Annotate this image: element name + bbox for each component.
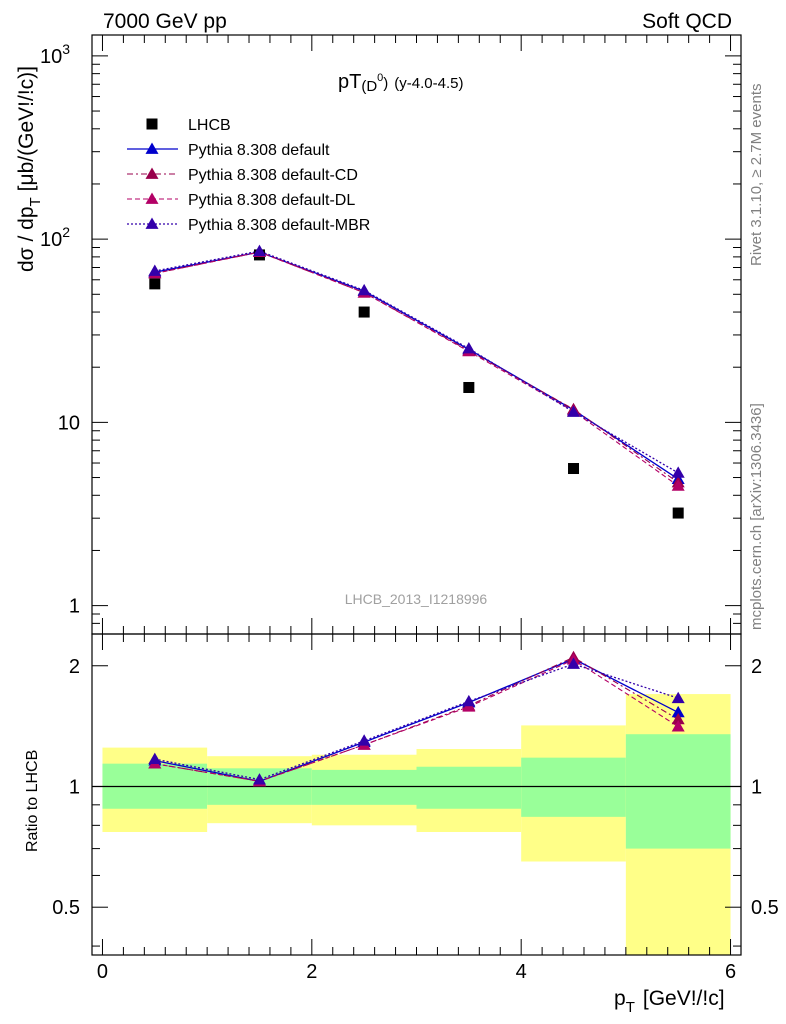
main-point-data	[672, 507, 684, 519]
legend-label-dl: Pythia 8.308 default-DL	[188, 192, 355, 209]
main-ylabel: dσ / dpT [μb/(GeV!/!c)]	[15, 66, 44, 272]
ratio-point-mbr	[252, 773, 266, 785]
ratio-xlabel: pT [GeV!/!c]	[614, 987, 725, 1016]
main-ylabel-text: dσ / dp	[15, 206, 38, 272]
main-point-mbr	[357, 283, 371, 296]
ratio-xtick-label: 2	[306, 961, 317, 983]
ratio-ytick-label-left: 0.5	[52, 897, 80, 919]
main-point-data	[463, 381, 475, 393]
main-series-line-dl	[154, 251, 679, 487]
legend-label-mbr: Pythia 8.308 default-MBR	[188, 217, 370, 234]
ratio-series-line-mbr	[154, 663, 679, 781]
main-marks	[148, 244, 685, 519]
legend-label-data: LHCB	[188, 117, 231, 134]
ratio-point-mbr	[671, 691, 685, 704]
ratio-band-inner	[521, 757, 626, 817]
main-ytick-base: 10	[40, 46, 62, 68]
header-right: Soft QCD	[642, 10, 732, 33]
ratio-ytick-label-left: 2	[69, 656, 80, 678]
main-ytick-label: 102	[40, 224, 70, 251]
ratio-ytick-label-right: 0.5	[751, 897, 779, 919]
main-ytick-base: 10	[58, 412, 80, 434]
main-title: pT(D0) (y-4.0-4.5)	[338, 71, 463, 95]
main-series-line-mbr	[154, 250, 679, 474]
ratio-band-inner	[625, 734, 731, 849]
legend-label-default: Pythia 8.308 default	[188, 142, 330, 159]
xlabel-text: p	[614, 987, 626, 1010]
ratio-band-inner	[311, 769, 417, 805]
ratio-series-line-dl	[154, 659, 679, 782]
ratio-marks	[148, 650, 685, 787]
ratio-point-default	[671, 705, 685, 718]
ratio-xtick-label: 4	[516, 961, 527, 983]
ratio-point-dl	[671, 720, 685, 732]
legend-marker-cd	[145, 167, 159, 179]
ratio-axes: 0.5 0.5 1 1 2 2 0 2 4 6	[52, 633, 779, 983]
legend-marker-data	[146, 118, 158, 130]
legend: LHCB Pythia 8.308 default Pythia 8.308 def…	[127, 117, 370, 234]
ratio-ytick-label-right: 1	[751, 776, 762, 798]
legend-marker-default	[145, 142, 159, 154]
main-title-text: pT	[338, 71, 361, 93]
main-ytick-exp: 3	[62, 41, 70, 57]
header-left: 7000 GeV pp	[103, 10, 227, 33]
main-ytick-label: 10	[58, 412, 80, 434]
ratio-xtick-label: 0	[97, 961, 108, 983]
mcplots-label: mcplots.cern.ch [arXiv:1306.3436]	[748, 403, 765, 630]
main-ytick-label: 103	[40, 41, 70, 68]
ratio-point-mbr	[357, 734, 371, 746]
xlabel-units: [GeV!/!c]	[643, 987, 725, 1010]
ratio-point-cd	[671, 712, 685, 725]
ratio-point-mbr	[148, 752, 162, 765]
legend-label-cd: Pythia 8.308 default-CD	[188, 167, 358, 184]
main-series-line-default	[154, 251, 679, 480]
main-point-mbr	[567, 405, 581, 417]
main-title-paren: (D	[361, 78, 377, 95]
ratio-band-inner	[416, 766, 522, 809]
xlabel-sub: T	[626, 999, 635, 1016]
ratio-ylabel: Ratio to LHCB	[24, 750, 41, 852]
main-point-mbr	[148, 264, 162, 276]
rivet-label: Rivet 3.1.10, ≥ 2.7M events	[748, 84, 765, 267]
main-ylabel-units: [μb/(GeV!/!c)]	[15, 66, 38, 191]
main-ytick-exp: 2	[62, 224, 70, 240]
main-ytick-label: 1	[69, 596, 80, 618]
analysis-watermark: LHCB_2013_I1218996	[345, 591, 488, 607]
ratio-point-mbr	[567, 657, 581, 669]
main-point-mbr	[671, 466, 685, 478]
main-point-dl	[671, 479, 685, 491]
main-ylabel-sub: T	[27, 197, 44, 206]
ratio-bands	[102, 694, 731, 955]
main-point-data	[149, 278, 161, 290]
main-title-suffix: (y-4.0-4.5)	[394, 75, 463, 92]
main-point-data	[568, 463, 580, 475]
main-series-line-cd	[154, 251, 679, 483]
main-point-data	[358, 306, 370, 318]
main-point-mbr	[462, 341, 476, 354]
ratio-xtick-label: 6	[725, 961, 736, 983]
main-title-sup: 0	[377, 72, 383, 84]
main-title-close: )	[383, 75, 388, 92]
legend-marker-dl	[145, 192, 159, 204]
main-ytick-base: 1	[69, 596, 80, 618]
ratio-ytick-label-left: 1	[69, 776, 80, 798]
main-point-mbr	[252, 244, 266, 257]
ratio-ytick-label-right: 2	[751, 656, 762, 678]
main-ytick-base: 10	[40, 229, 62, 251]
legend-marker-mbr	[145, 217, 159, 229]
ratio-point-mbr	[462, 694, 476, 707]
